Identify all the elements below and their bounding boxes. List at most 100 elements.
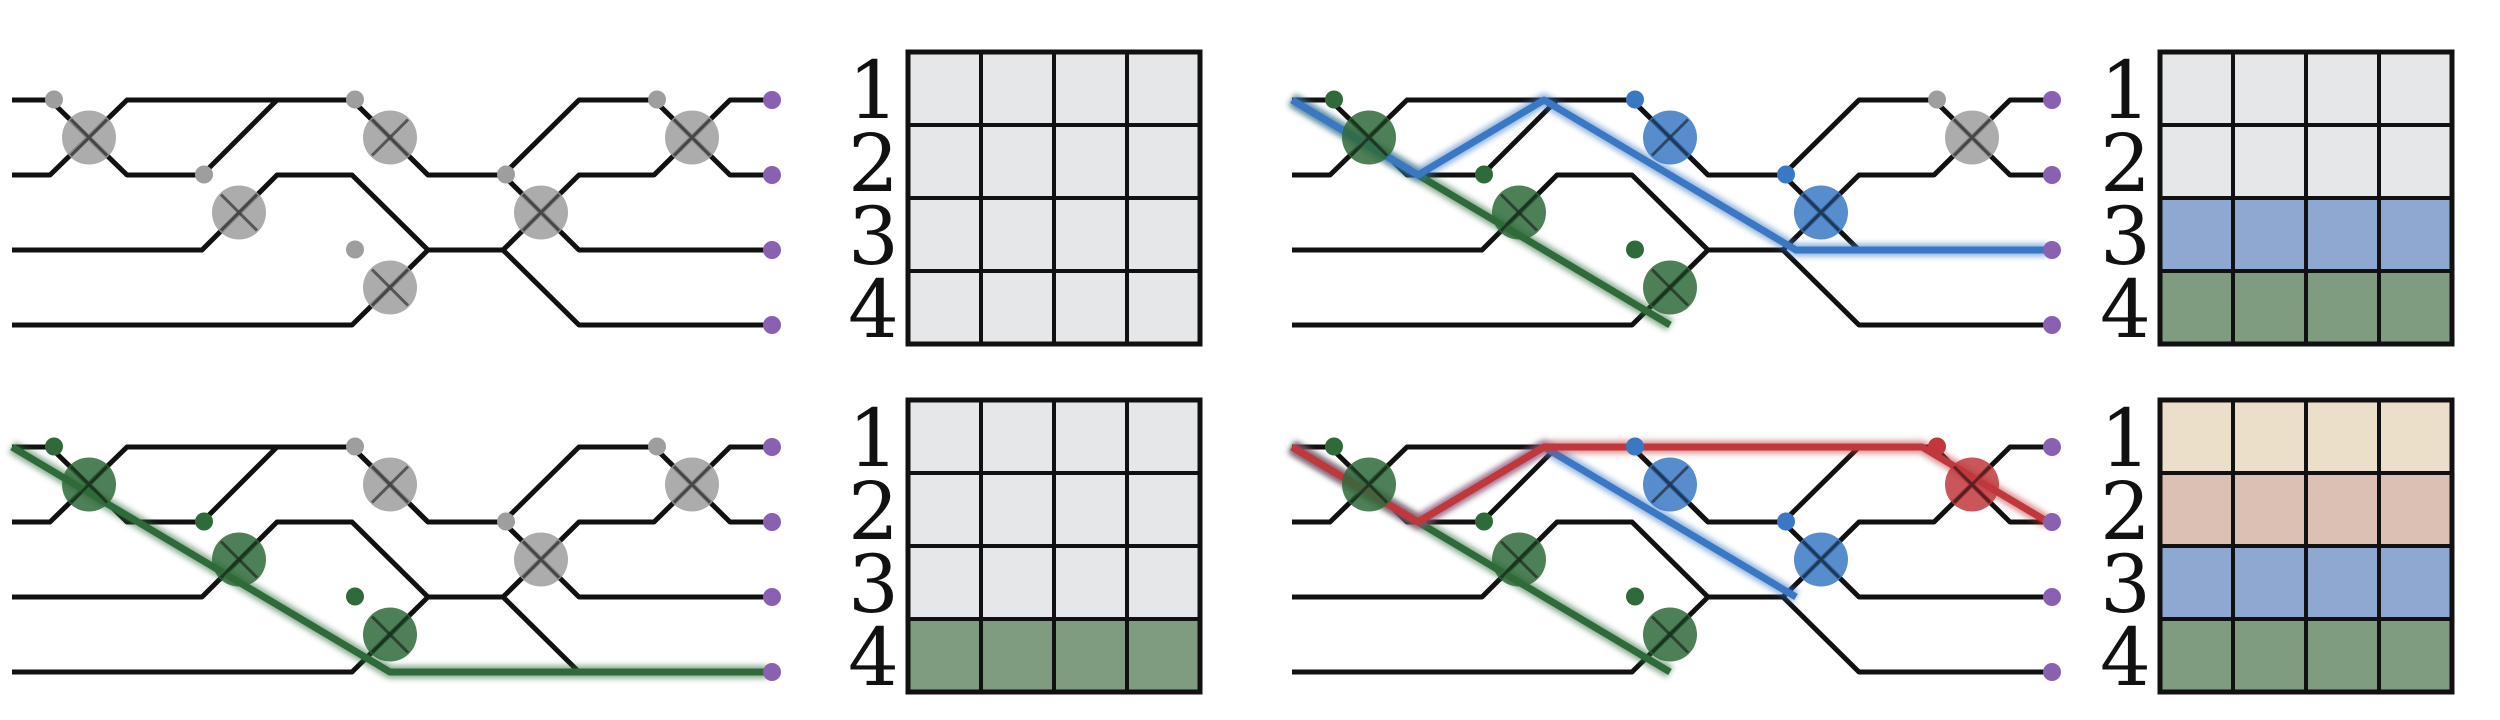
- grid-cell: [1052, 398, 1129, 475]
- crossing-icon: [1499, 193, 1539, 232]
- node-tap-icon: [195, 512, 213, 531]
- grid-cell: [1052, 471, 1129, 548]
- grid-cell: [1052, 196, 1129, 273]
- output-port-icon: [763, 91, 781, 109]
- row-label: 4: [848, 611, 899, 704]
- output-port-icon: [2043, 91, 2061, 109]
- grid-cell: [1052, 123, 1129, 200]
- crossing-icon: [370, 268, 410, 307]
- grid-cell: [2377, 471, 2454, 548]
- grid-cell: [2377, 398, 2454, 475]
- row-label: 1: [848, 44, 899, 137]
- grid-cell: [2304, 123, 2381, 200]
- grid-cell: [979, 471, 1056, 548]
- output-port-icon: [763, 316, 781, 334]
- grid-cell: [2377, 196, 2454, 273]
- grid-border: [905, 49, 1203, 347]
- node-tap-icon: [1777, 165, 1795, 184]
- grid-cell: [1052, 617, 1129, 694]
- grid-cell: [906, 544, 983, 621]
- node-tap-icon: [497, 512, 515, 531]
- grid-cell: [2231, 617, 2308, 694]
- crossing-icon: [370, 465, 410, 504]
- grid-cell: [906, 398, 983, 475]
- node-tap-icon: [1325, 437, 1343, 456]
- grid-cell: [906, 471, 983, 548]
- grid-cell: [2158, 123, 2235, 200]
- crossing-icon: [1349, 118, 1389, 157]
- node-tap-icon: [346, 240, 364, 259]
- crossing-icon: [370, 118, 410, 157]
- grid-cell: [2158, 196, 2235, 273]
- row-label: 4: [848, 263, 899, 356]
- row-label: 1: [2100, 44, 2151, 137]
- grid-cell: [979, 544, 1056, 621]
- node-tap-icon: [497, 165, 515, 184]
- grid-cell: [1125, 269, 1202, 346]
- row-label: 3: [848, 190, 899, 283]
- grid-cell: [1125, 50, 1202, 127]
- output-port-icon: [2043, 166, 2061, 184]
- grid-cell: [1125, 123, 1202, 200]
- crossing-icon: [1801, 193, 1841, 232]
- grid-cell: [979, 398, 1056, 475]
- output-port-icon: [2043, 663, 2061, 681]
- grid-cell: [2231, 196, 2308, 273]
- output-port-icon: [2043, 438, 2061, 456]
- grid-cell: [979, 50, 1056, 127]
- grid-cell: [979, 196, 1056, 273]
- crossing-icon: [672, 465, 712, 504]
- crossing-icon: [672, 118, 712, 157]
- node-tap-icon: [1777, 512, 1795, 531]
- crossing-icon: [521, 540, 561, 579]
- crossing-icon: [1650, 118, 1690, 157]
- grid-cell: [1125, 196, 1202, 273]
- wire-4: [12, 247, 772, 328]
- grid-cell: [1052, 50, 1129, 127]
- output-port-icon: [763, 166, 781, 184]
- grid-cell: [1125, 471, 1202, 548]
- crossing-icon: [1952, 465, 1992, 504]
- grid-cell: [2377, 123, 2454, 200]
- grid-cell: [979, 617, 1056, 694]
- node-tap-icon: [346, 90, 364, 109]
- grid-cell: [1125, 398, 1202, 475]
- grid-cell: [2377, 50, 2454, 127]
- grid-cell: [979, 269, 1056, 346]
- crossing-icon: [69, 465, 109, 504]
- row-label: 4: [2100, 611, 2151, 704]
- crossing-icon: [1349, 465, 1389, 504]
- node-tap-icon: [45, 90, 63, 109]
- grid-cell: [2304, 544, 2381, 621]
- crossing-icon: [1650, 615, 1690, 654]
- row-label: 3: [2100, 190, 2151, 283]
- grid-border: [2157, 49, 2455, 347]
- output-port-icon: [2043, 588, 2061, 606]
- grid-cell: [906, 617, 983, 694]
- grid-cell: [906, 50, 983, 127]
- output-port-icon: [763, 663, 781, 681]
- grid-cell: [2304, 269, 2381, 346]
- grid-cell: [906, 269, 983, 346]
- node-tap-icon: [648, 90, 666, 109]
- crossing-icon: [1499, 540, 1539, 579]
- grid-cell: [1052, 269, 1129, 346]
- grid-cell: [2377, 544, 2454, 621]
- crossing-icon: [1650, 268, 1690, 307]
- row-label: 2: [848, 117, 899, 210]
- wire-4: [1292, 594, 2052, 675]
- node-tap-icon: [1626, 437, 1644, 456]
- grid-cell: [2231, 398, 2308, 475]
- node-tap-icon: [1475, 165, 1493, 184]
- node-tap-icon: [1626, 90, 1644, 109]
- grid-cell: [2158, 398, 2235, 475]
- crossing-icon: [219, 540, 259, 579]
- output-port-icon: [2043, 241, 2061, 259]
- crossing-icon: [1650, 465, 1690, 504]
- crossing-icon: [69, 118, 109, 157]
- node-tap-icon: [45, 437, 63, 456]
- grid-cell: [2231, 471, 2308, 548]
